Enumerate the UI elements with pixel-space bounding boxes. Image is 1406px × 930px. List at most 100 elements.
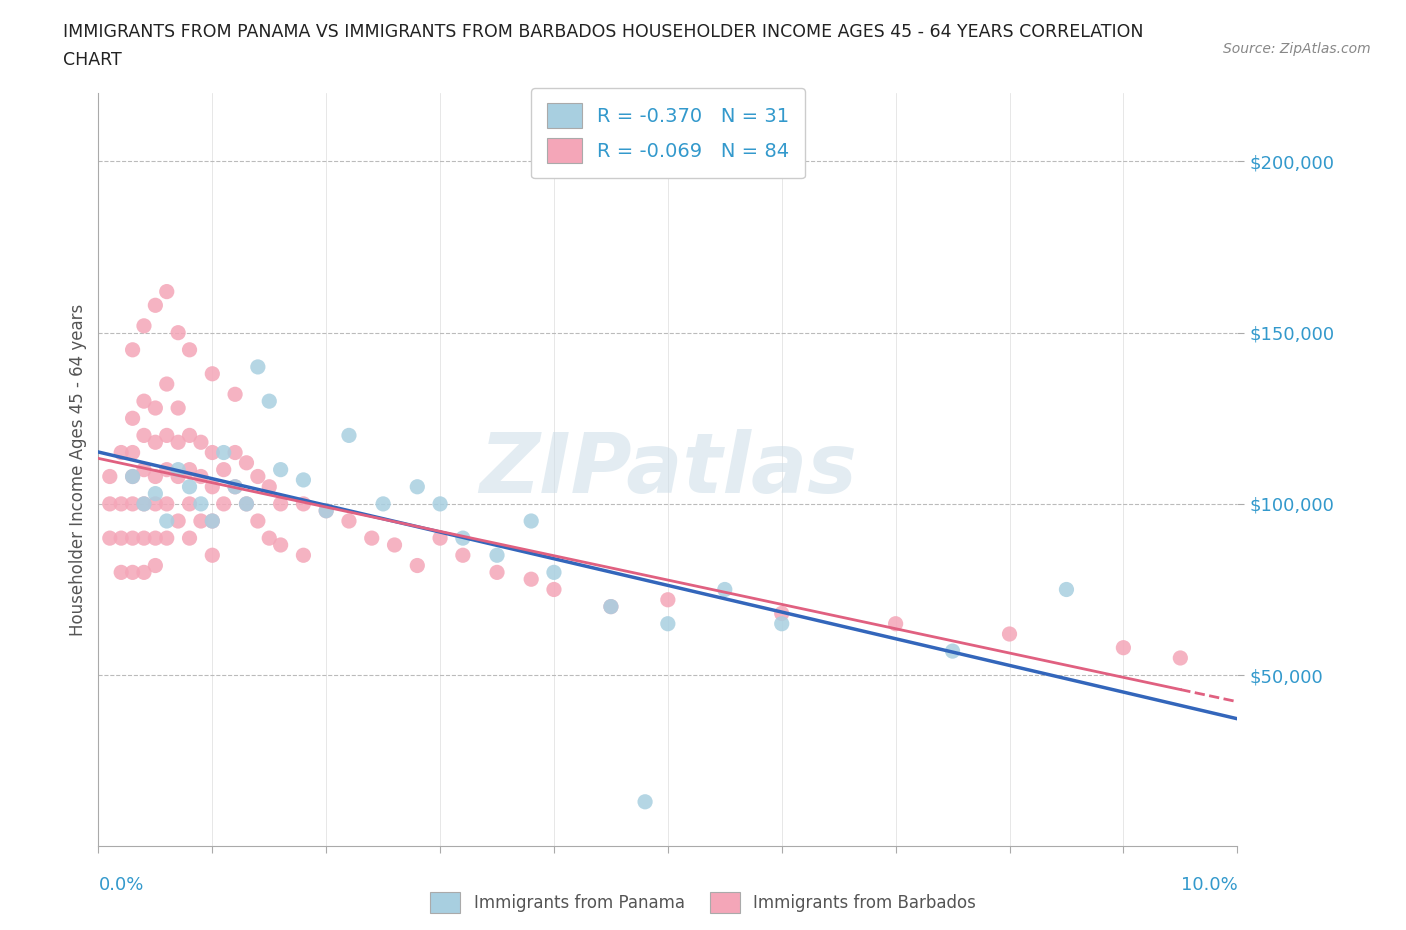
Point <box>121 411 143 426</box>
Point <box>145 486 167 501</box>
Point <box>246 513 269 528</box>
Point <box>98 531 121 546</box>
Point <box>224 445 246 460</box>
Point <box>451 531 474 546</box>
Point <box>942 644 965 658</box>
Point <box>429 531 451 546</box>
Point <box>167 469 190 484</box>
Point <box>451 548 474 563</box>
Point <box>337 513 360 528</box>
Point <box>179 497 201 512</box>
Point <box>110 445 132 460</box>
Point <box>1170 651 1192 666</box>
Point <box>156 428 179 443</box>
Point <box>657 592 679 607</box>
Point <box>270 462 292 477</box>
Point <box>110 531 132 546</box>
Point <box>132 565 155 579</box>
Point <box>190 469 212 484</box>
Point <box>167 435 190 450</box>
Point <box>429 497 451 512</box>
Point <box>235 456 257 471</box>
Legend: Immigrants from Panama, Immigrants from Barbados: Immigrants from Panama, Immigrants from … <box>422 884 984 922</box>
Point <box>201 445 224 460</box>
Point <box>156 285 179 299</box>
Point <box>156 377 179 392</box>
Point <box>132 428 155 443</box>
Point <box>145 497 167 512</box>
Point <box>145 531 167 546</box>
Point <box>121 497 143 512</box>
Point <box>406 479 429 494</box>
Point <box>235 497 257 512</box>
Point <box>543 582 565 597</box>
Point <box>543 565 565 579</box>
Point <box>132 393 155 408</box>
Point <box>884 617 907 631</box>
Text: ZIPatlas: ZIPatlas <box>479 429 856 511</box>
Point <box>132 318 155 333</box>
Point <box>486 565 509 579</box>
Point <box>360 531 382 546</box>
Point <box>167 462 190 477</box>
Point <box>600 599 623 614</box>
Text: IMMIGRANTS FROM PANAMA VS IMMIGRANTS FROM BARBADOS HOUSEHOLDER INCOME AGES 45 - : IMMIGRANTS FROM PANAMA VS IMMIGRANTS FRO… <box>63 23 1143 41</box>
Point <box>98 497 121 512</box>
Point <box>634 794 657 809</box>
Point <box>337 428 360 443</box>
Point <box>121 531 143 546</box>
Point <box>292 497 315 512</box>
Point <box>201 513 224 528</box>
Point <box>156 513 179 528</box>
Point <box>145 558 167 573</box>
Point <box>212 497 235 512</box>
Point <box>110 497 132 512</box>
Point <box>224 479 246 494</box>
Text: 0.0%: 0.0% <box>98 876 143 895</box>
Point <box>770 606 793 621</box>
Text: CHART: CHART <box>63 51 122 69</box>
Point <box>145 469 167 484</box>
Point <box>246 360 269 375</box>
Point <box>1056 582 1078 597</box>
Point <box>121 469 143 484</box>
Point <box>110 565 132 579</box>
Point <box>132 497 155 512</box>
Point <box>132 462 155 477</box>
Point <box>224 387 246 402</box>
Point <box>121 469 143 484</box>
Point <box>179 479 201 494</box>
Point <box>259 393 281 408</box>
Point <box>132 497 155 512</box>
Point <box>259 479 281 494</box>
Point <box>486 548 509 563</box>
Y-axis label: Householder Income Ages 45 - 64 years: Householder Income Ages 45 - 64 years <box>69 303 87 636</box>
Point <box>384 538 406 552</box>
Point <box>998 627 1021 642</box>
Point <box>714 582 737 597</box>
Point <box>224 479 246 494</box>
Point <box>212 445 235 460</box>
Point <box>315 503 337 518</box>
Point <box>156 497 179 512</box>
Point <box>270 497 292 512</box>
Point <box>315 503 337 518</box>
Point <box>292 548 315 563</box>
Text: 10.0%: 10.0% <box>1181 876 1237 895</box>
Text: Source: ZipAtlas.com: Source: ZipAtlas.com <box>1223 42 1371 56</box>
Point <box>179 342 201 357</box>
Point <box>190 497 212 512</box>
Point <box>179 428 201 443</box>
Point <box>145 401 167 416</box>
Point <box>179 531 201 546</box>
Point <box>600 599 623 614</box>
Point <box>270 538 292 552</box>
Point <box>167 401 190 416</box>
Point <box>201 366 224 381</box>
Point <box>98 469 121 484</box>
Point <box>520 513 543 528</box>
Point <box>132 531 155 546</box>
Point <box>156 462 179 477</box>
Point <box>520 572 543 587</box>
Point <box>201 479 224 494</box>
